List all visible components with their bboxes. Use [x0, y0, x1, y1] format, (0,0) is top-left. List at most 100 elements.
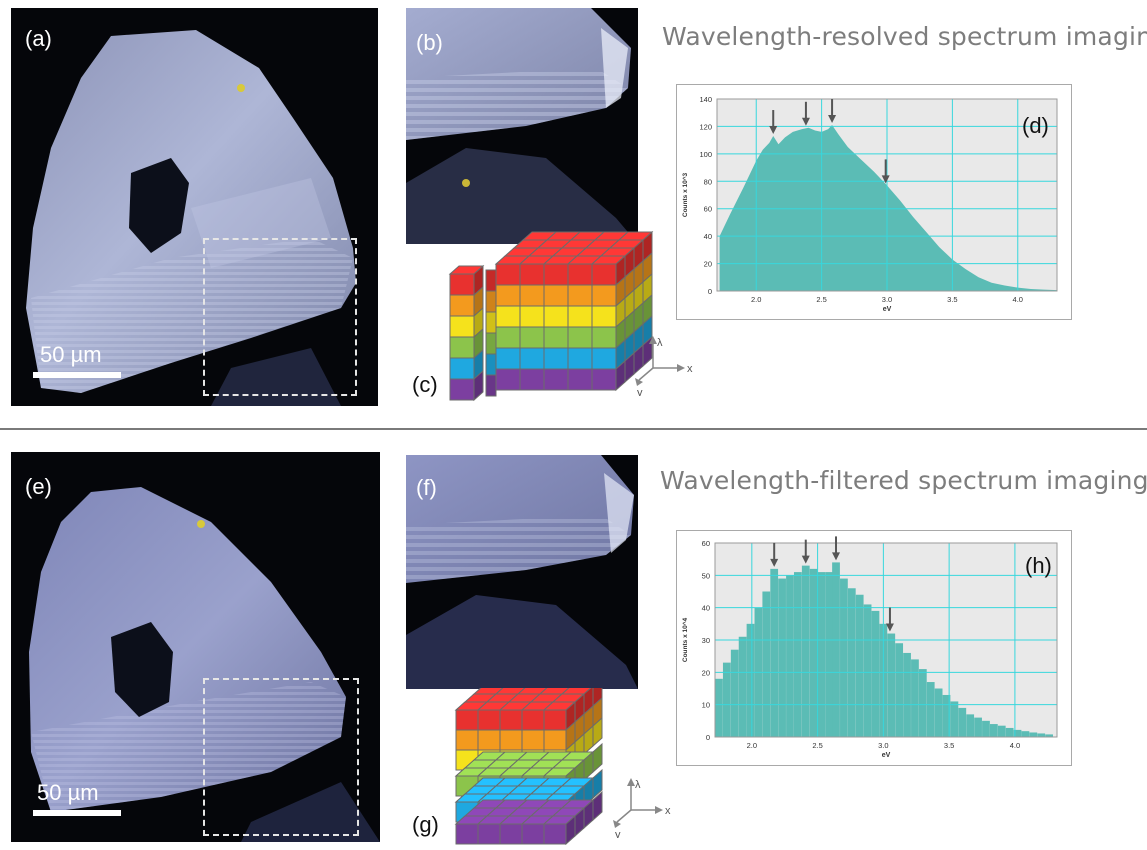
chart-d: 0 20 40 60 80 100 120 140 2.0 2.5 3.0 3.5 4.0 eV Count…	[681, 95, 1058, 313]
histogram-bar	[832, 562, 840, 737]
histogram-bar	[887, 633, 896, 737]
cube-cell	[499, 823, 523, 845]
histogram-bar	[871, 610, 880, 737]
x-tick-label: 4.0	[1013, 295, 1023, 304]
cube-cell	[567, 284, 593, 307]
cube-side-cell	[592, 716, 603, 748]
cube-cell	[543, 347, 569, 370]
spectrum-area	[719, 125, 1057, 291]
cube-cell	[449, 378, 475, 401]
histogram-bar	[903, 652, 911, 737]
y-axis-title: Counts x 10^3	[681, 172, 689, 217]
cube-cell	[455, 729, 479, 751]
peak-arrow-head	[769, 126, 778, 135]
histogram-bar	[934, 688, 943, 737]
cube-cell	[543, 823, 567, 845]
cube-cell	[567, 326, 593, 349]
cube-cell	[567, 368, 593, 391]
y-tick-label: 60	[702, 539, 710, 548]
cube-cell	[485, 269, 497, 292]
y-axis-title: Counts x 10^4	[681, 617, 689, 662]
histogram-bar	[997, 725, 1006, 737]
cube-cell	[521, 823, 545, 845]
y-tick-label: 20	[704, 260, 712, 269]
histogram-bar	[926, 682, 935, 737]
scale-bar	[33, 810, 121, 816]
histogram-bar	[1037, 733, 1046, 737]
axes-indicator: λ x y	[635, 336, 693, 396]
cube-cell	[521, 709, 545, 731]
histogram-bar	[840, 578, 848, 737]
cube-side-cell	[592, 742, 603, 774]
crystal-zoom-f	[406, 455, 638, 689]
histogram-bar	[950, 701, 959, 737]
crystal-image-a	[26, 30, 356, 406]
y-tick-label: 0	[708, 287, 712, 296]
cube-cell	[495, 284, 521, 307]
scale-bar	[33, 372, 121, 378]
spectral-datacube-filtered	[454, 676, 603, 846]
x-tick-label: 2.5	[812, 741, 822, 750]
cube-cell	[543, 284, 569, 307]
cube-cell	[519, 263, 545, 286]
y-tick-label: 30	[702, 636, 710, 645]
peak-arrow-head	[832, 552, 841, 561]
panel-g-datacube: (g) λ x y	[410, 676, 710, 846]
cube-side-cell	[592, 790, 603, 822]
chart-d-frame: 0 20 40 60 80 100 120 140 2.0 2.5 3.0 3.5 4.0 eV Count…	[676, 84, 1072, 320]
y-axis-label: y	[615, 829, 621, 838]
scale-bar-label: 50 µm	[37, 780, 99, 805]
cube-cell	[567, 305, 593, 328]
cube-cell	[543, 368, 569, 391]
crystal-zoom-b	[406, 8, 638, 244]
cube-cell	[449, 294, 475, 317]
panel-label-g: (g)	[412, 812, 439, 837]
x-tick-label: 2.0	[751, 295, 761, 304]
cube-cell	[449, 273, 475, 296]
x-tick-label: 2.5	[816, 295, 826, 304]
heading-resolved: Wavelength-resolved spectrum imaging	[662, 22, 1147, 51]
histogram-bar	[974, 717, 982, 737]
cube-cell	[591, 305, 617, 328]
histogram-bar	[722, 662, 731, 737]
cube-cell	[477, 729, 501, 751]
histogram-bar	[1029, 732, 1038, 737]
cube-cell	[485, 290, 497, 313]
cube-cell	[495, 305, 521, 328]
y-tick-label: 50	[702, 571, 710, 580]
cube-cell	[591, 326, 617, 349]
cube-cell	[455, 709, 479, 731]
peak-arrow	[801, 539, 810, 564]
cube-cell	[543, 709, 567, 731]
histogram-bar	[942, 694, 951, 737]
panel-label-e: (e)	[25, 474, 52, 499]
histogram-bar	[786, 575, 794, 737]
histogram-bar	[1021, 731, 1030, 737]
cube-cell	[477, 709, 501, 731]
cube-cell	[567, 347, 593, 370]
peak-arrow-head	[801, 117, 810, 126]
peak-arrow-head	[801, 555, 810, 564]
peak-arrow	[770, 542, 779, 567]
cube-cell	[499, 729, 523, 751]
cube-cell	[591, 368, 617, 391]
y-tick-label: 10	[702, 701, 710, 710]
panel-label-d: (d)	[1022, 113, 1049, 138]
x-tick-label: 4.0	[1010, 741, 1020, 750]
cube-cell	[485, 311, 497, 334]
x-axis-label: x	[687, 363, 693, 375]
histogram-bar	[793, 572, 802, 737]
peak-arrow-head	[828, 115, 837, 124]
x-tick-label: 3.5	[944, 741, 954, 750]
cube-cell	[449, 336, 475, 359]
panel-f-zoom-image: (f)	[406, 455, 638, 689]
y-tick-label: 100	[699, 150, 712, 159]
cube-cell	[591, 284, 617, 307]
spectral-datacube-resolved	[448, 230, 654, 402]
peak-arrow	[885, 607, 894, 632]
plot-border	[714, 542, 1058, 738]
zoom-region-box	[203, 238, 357, 396]
cube-cell	[543, 326, 569, 349]
cube-cell	[519, 305, 545, 328]
panel-label-a: (a)	[25, 26, 52, 51]
